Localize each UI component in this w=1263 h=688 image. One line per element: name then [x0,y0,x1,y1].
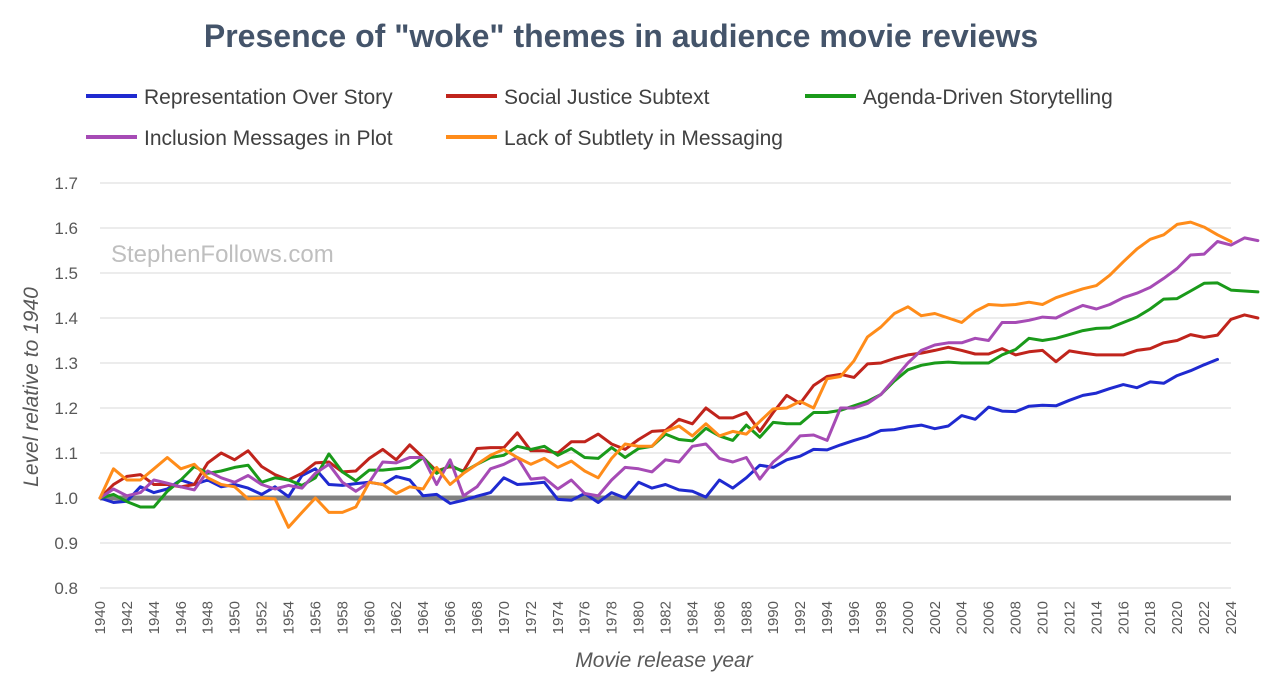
x-tick-label: 1956 [307,601,324,634]
y-axis-title: Level relative to 1940 [20,287,43,487]
x-tick-label: 1958 [334,601,351,634]
x-tick-label: 2000 [900,601,917,634]
x-tick-label: 1984 [684,601,701,634]
legend-label: Representation Over Story [144,86,393,109]
x-tick-label: 1986 [711,601,728,634]
x-tick-label: 1968 [469,601,486,634]
x-tick-label: 2018 [1142,601,1159,634]
y-tick-label: 1.1 [54,444,78,463]
x-tick-label: 1980 [631,601,648,634]
y-tick-label: 1.7 [54,174,78,193]
watermark: StephenFollows.com [111,241,334,268]
chart-title: Presence of "woke" themes in audience mo… [204,18,1038,54]
series-line-representation-over-story [98,357,1219,505]
x-tick-label: 2020 [1169,601,1186,634]
series-line-lack-of-subtlety-in-messaging [98,220,1233,529]
x-tick-label: 1972 [523,601,540,634]
legend-item: Social Justice Subtext [446,86,710,109]
y-tick-label: 0.9 [54,534,78,553]
x-tick-label: 1960 [361,601,378,634]
y-tick-label: 1.5 [54,264,78,283]
y-tick-label: 1.0 [54,489,78,508]
x-tick-label: 2008 [1008,601,1025,634]
x-tick-label: 1964 [415,601,432,634]
x-tick-label: 2024 [1223,601,1240,634]
x-tick-label: 1954 [281,601,298,634]
x-tick-label: 2004 [954,601,971,634]
y-tick-label: 1.2 [54,399,78,418]
x-tick-label: 1994 [819,601,836,634]
legend: Representation Over Story Social Justice … [86,86,1113,150]
y-axis-ticks: 0.8 0.9 1.0 1.1 1.2 1.3 1.4 1.5 1.6 1.7 [54,174,78,598]
x-tick-label: 1966 [442,601,459,634]
legend-label: Social Justice Subtext [504,86,710,109]
x-tick-label: 1948 [200,601,217,634]
x-tick-label: 2006 [981,601,998,634]
x-tick-label: 1978 [604,601,621,634]
legend-item: Lack of Subtlety in Messaging [446,127,783,150]
y-tick-label: 1.6 [54,219,78,238]
x-tick-label: 1996 [846,601,863,634]
legend-label: Inclusion Messages in Plot [144,127,393,150]
x-tick-label: 1942 [119,601,136,634]
x-tick-label: 1940 [92,601,109,634]
x-axis-ticks: 1940 1942 1944 1946 1948 1950 1952 1954 1956 1958… [92,601,1240,634]
x-tick-label: 1970 [496,601,513,634]
x-tick-label: 1952 [254,601,271,634]
x-tick-label: 1946 [173,601,190,634]
x-tick-label: 1982 [658,601,675,634]
y-tick-label: 0.8 [54,579,78,598]
x-tick-label: 2002 [927,601,944,634]
x-tick-label: 1990 [765,601,782,634]
legend-item: Inclusion Messages in Plot [86,127,393,150]
legend-item: Agenda-Driven Storytelling [805,86,1113,109]
series-lines [98,220,1260,529]
x-tick-label: 2016 [1115,601,1132,634]
series-line-social-justice-subtext [98,313,1260,500]
x-tick-label: 1976 [577,601,594,634]
x-tick-label: 2022 [1196,601,1213,634]
x-axis-title: Movie release year [575,649,753,672]
y-tick-label: 1.3 [54,354,78,373]
x-tick-label: 1950 [227,601,244,634]
legend-label: Lack of Subtlety in Messaging [504,127,783,150]
x-tick-label: 1944 [146,601,163,634]
gridlines [100,182,1231,589]
x-tick-label: 2012 [1061,601,1078,634]
y-tick-label: 1.4 [54,309,78,328]
x-tick-label: 1962 [388,601,405,634]
x-tick-label: 1992 [792,601,809,634]
series-line-inclusion-messages-in-plot [98,236,1260,500]
x-tick-label: 1988 [738,601,755,634]
x-tick-label: 1974 [550,601,567,634]
series-line-agenda-driven-storytelling [98,281,1260,509]
x-tick-label: 1998 [873,601,890,634]
x-tick-label: 2010 [1035,601,1052,634]
x-tick-label: 2014 [1088,601,1105,634]
legend-label: Agenda-Driven Storytelling [863,86,1113,109]
legend-item: Representation Over Story [86,86,393,109]
